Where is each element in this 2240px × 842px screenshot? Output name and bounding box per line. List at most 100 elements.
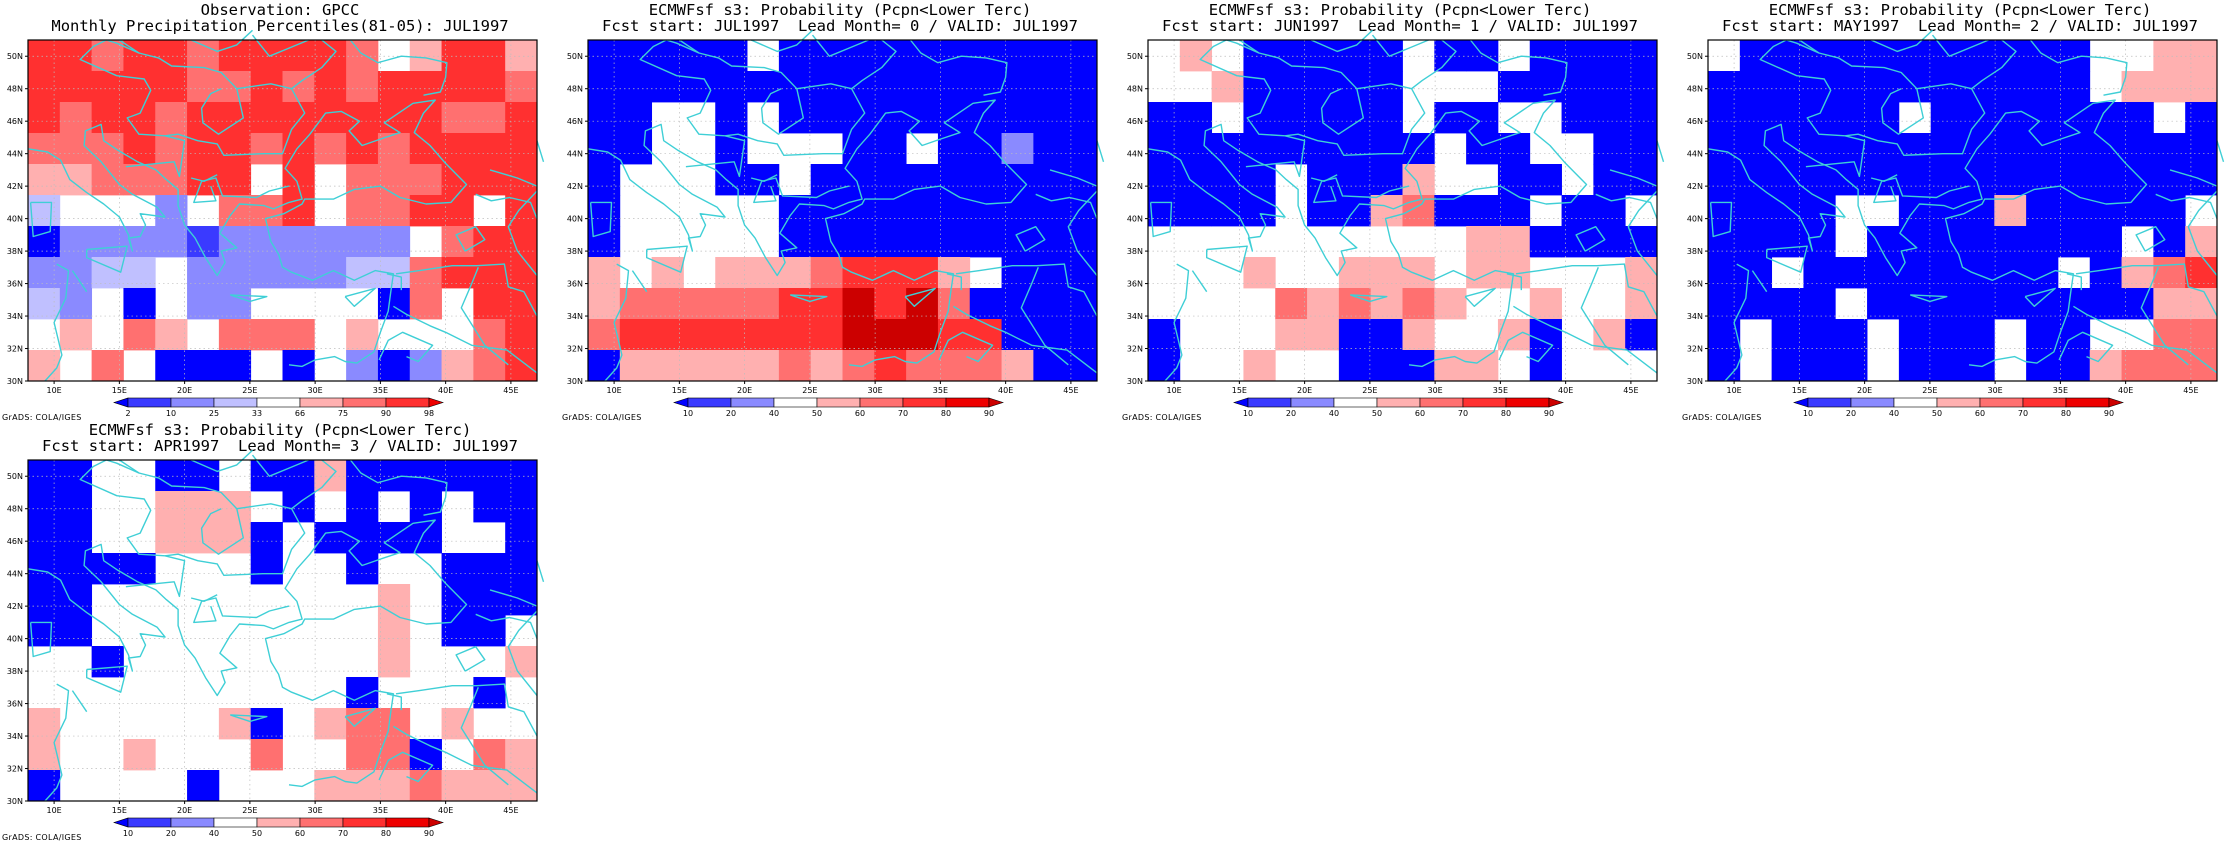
coastlines xyxy=(27,29,545,382)
grid-cell xyxy=(2121,195,2154,227)
grid-cell xyxy=(409,770,442,802)
grid-cell xyxy=(28,350,61,382)
grid-cell xyxy=(969,288,1002,320)
grid-cell xyxy=(473,491,506,523)
grid-cell xyxy=(314,133,347,165)
lat-tick-label: 38N xyxy=(7,667,23,676)
grid-cell xyxy=(377,584,411,616)
grid-cell xyxy=(155,71,188,103)
grid-cell xyxy=(1466,195,1499,227)
coastline xyxy=(251,34,309,57)
grid-cell xyxy=(937,350,971,382)
coastline xyxy=(1870,174,1898,182)
grid-cell xyxy=(473,133,506,165)
colorbar-label: 90 xyxy=(984,409,994,418)
lat-tick-label: 46N xyxy=(7,537,23,546)
grid-cell xyxy=(1593,133,1626,165)
grid-cell xyxy=(1275,288,1308,320)
grid-cell xyxy=(874,226,907,258)
grid-cell xyxy=(1593,102,1626,134)
grid-cell xyxy=(1898,350,1932,382)
coastline xyxy=(1513,305,1658,374)
coastline xyxy=(291,459,337,510)
grid-cell xyxy=(1370,164,1403,196)
grid-cell xyxy=(250,102,283,134)
coastline xyxy=(475,193,538,219)
grid-cell xyxy=(218,226,252,258)
coastline xyxy=(378,751,434,783)
grid-cell xyxy=(91,350,124,382)
grid-cell xyxy=(778,257,812,289)
grid-cell xyxy=(473,40,506,72)
grid-cell xyxy=(346,491,379,523)
grid-cell xyxy=(778,102,812,134)
grid-cell xyxy=(2153,40,2186,72)
grid-cell xyxy=(1402,319,1435,351)
grid-cell xyxy=(473,288,506,320)
grid-cell xyxy=(937,226,971,258)
grid-cell xyxy=(282,40,315,72)
grid-cell xyxy=(1994,288,2027,320)
grid-cell xyxy=(155,164,188,196)
grid-cells xyxy=(28,40,538,382)
grid-cell xyxy=(250,71,283,103)
percentile-map: 30N 32N 34N 36N 38N 40N 42N 44N 46N 48N 50N 10E 15E 2… xyxy=(7,29,545,418)
grid-cell xyxy=(2121,102,2154,134)
colorbar-segment xyxy=(385,397,430,408)
grid-cell xyxy=(1307,288,1340,320)
lat-tick-label: 50N xyxy=(1687,52,1703,61)
coastline xyxy=(344,287,376,307)
lon-tick-label: 25E xyxy=(802,386,817,395)
grid-cell xyxy=(346,553,379,585)
grid-cell xyxy=(1033,40,1066,72)
map-panel-obs: Observation: GPCC Monthly Precipitation … xyxy=(0,0,560,422)
grads-credit: GrADS: COLA/IGES xyxy=(1122,413,1202,422)
grid-cell xyxy=(1001,102,1034,134)
grid-cell xyxy=(1338,257,1372,289)
grid-cell xyxy=(810,319,843,351)
colorbar-segment xyxy=(1936,397,1981,408)
axes: 30N 32N 34N 36N 38N 40N 42N 44N 46N 48N 50N 10E 15E 2… xyxy=(7,52,519,395)
grid-cell xyxy=(1962,40,1995,72)
grid-cell xyxy=(2026,257,2059,289)
coastline xyxy=(2058,331,2114,363)
grid-cell xyxy=(1307,195,1340,227)
grid-cell xyxy=(377,460,411,492)
grid-cell xyxy=(1370,319,1403,351)
grid-cell xyxy=(1001,319,1034,351)
grid-cell xyxy=(28,164,61,196)
grid-cell xyxy=(1466,350,1499,382)
lat-tick-label: 42N xyxy=(7,602,23,611)
grid-cell xyxy=(1561,102,1594,134)
colorbar-label: 50 xyxy=(1372,409,1382,418)
grid-cell xyxy=(747,71,780,103)
colorbar-label: 40 xyxy=(769,409,779,418)
coastline xyxy=(190,174,218,182)
grid-cell xyxy=(1835,350,1868,382)
coastline xyxy=(71,690,88,713)
grid-cell xyxy=(282,257,315,289)
grid-cell xyxy=(250,553,283,585)
grid-cell xyxy=(346,770,379,802)
lat-tick-label: 46N xyxy=(1127,117,1143,126)
grid-cell xyxy=(874,164,907,196)
lat-tick-label: 38N xyxy=(7,247,23,256)
colorbar-label: 20 xyxy=(1846,409,1856,418)
grid-cell xyxy=(28,553,61,585)
grid-cell xyxy=(473,257,506,289)
grid-cell xyxy=(874,195,907,227)
map-panel-lead2: ECMWFsf s3: Probability (Pcpn<Lower Terc… xyxy=(1680,0,2240,422)
grid-cell xyxy=(1803,350,1836,382)
grid-cell xyxy=(282,460,315,492)
grid-cell xyxy=(1898,226,1932,258)
grid-cell xyxy=(1898,257,1932,289)
coastline xyxy=(119,459,140,474)
grid-cell xyxy=(1211,133,1244,165)
axes: 30N 32N 34N 36N 38N 40N 42N 44N 46N 48N 50N 10E 15E 2… xyxy=(1687,52,2199,395)
colorbar-segment xyxy=(170,397,215,408)
grid-cell xyxy=(187,102,220,134)
grid-cell xyxy=(28,71,61,103)
lat-tick-label: 32N xyxy=(7,765,23,774)
grid-cell xyxy=(1001,257,1034,289)
colorbar-segment xyxy=(127,397,172,408)
